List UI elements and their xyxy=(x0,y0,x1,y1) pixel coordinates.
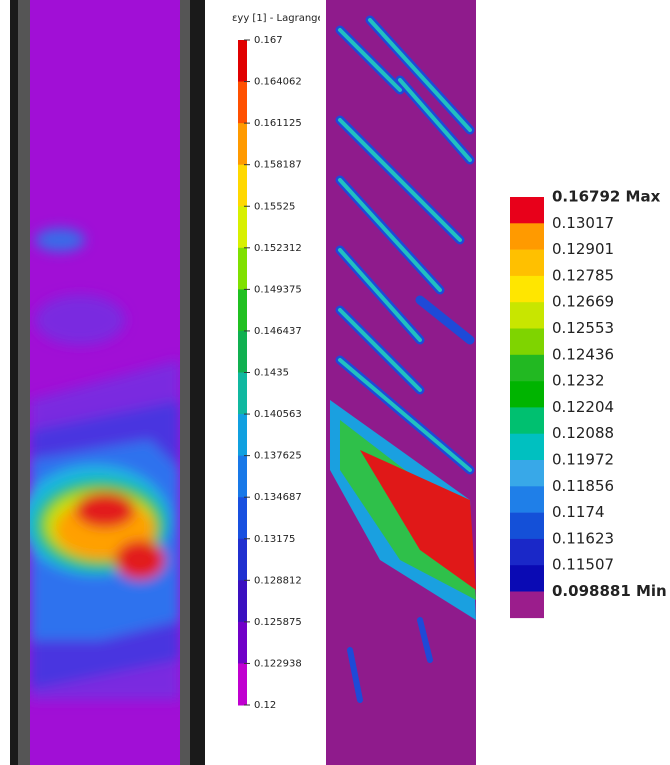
colorbar-segment xyxy=(238,622,247,664)
colorbar-segment xyxy=(238,456,247,498)
legend-label: 0.16792 Max xyxy=(552,188,661,206)
legend-label: 0.12901 xyxy=(552,240,614,258)
colorbar-title: εyy [1] - Lagrange xyxy=(232,13,324,24)
legend-label: 0.11507 xyxy=(552,556,614,574)
colorbar-segment xyxy=(238,165,247,207)
legend-swatch xyxy=(510,329,544,356)
colorbar-segment xyxy=(238,289,247,331)
legend-label: 0.13017 xyxy=(552,214,614,232)
colorbar-segment xyxy=(238,123,247,165)
legend-swatch xyxy=(510,565,544,592)
legend-swatch xyxy=(510,407,544,434)
colorbar-label: 0.167 xyxy=(254,35,283,46)
legend-label: 0.12553 xyxy=(552,319,614,337)
colorbar-label: 0.149375 xyxy=(254,284,302,295)
legend-label: 0.12669 xyxy=(552,293,614,311)
legend-swatch xyxy=(510,381,544,408)
legend-swatch xyxy=(510,355,544,382)
colorbar-segment xyxy=(238,373,247,415)
colorbar-segment xyxy=(238,663,247,705)
left-colorbar: 0.167 0.164062 0.161125 0.158187 0.15525 0.15… xyxy=(238,35,302,711)
colorbar-label: 0.128812 xyxy=(254,575,302,586)
colorbar-segment xyxy=(238,82,247,124)
colorbar-label: 0.161125 xyxy=(254,118,302,129)
left-contour-image xyxy=(10,0,205,765)
legend-swatch xyxy=(510,434,544,461)
colorbar-label: 0.1435 xyxy=(254,368,289,379)
colorbar-label: 0.146437 xyxy=(254,326,302,337)
legend-label: 0.11856 xyxy=(552,477,614,495)
colorbar-segment xyxy=(238,331,247,373)
colorbar-segment xyxy=(238,414,247,456)
legend-swatch xyxy=(510,250,544,277)
colorbar-label: 0.125875 xyxy=(254,617,302,628)
legend-label: 0.12436 xyxy=(552,345,614,363)
colorbar-label: 0.137625 xyxy=(254,451,302,462)
colorbar-label: 0.158187 xyxy=(254,160,302,171)
colorbar-segment xyxy=(238,40,247,82)
legend-swatch xyxy=(510,223,544,250)
legend-swatch xyxy=(510,302,544,329)
colorbar-segment xyxy=(238,580,247,622)
colorbar-segment xyxy=(238,539,247,581)
legend-label: 0.12088 xyxy=(552,424,614,442)
legend-label: 0.11972 xyxy=(552,451,614,469)
colorbar-segment xyxy=(238,206,247,248)
colorbar-label: 0.134687 xyxy=(254,492,302,503)
legend-swatch xyxy=(510,539,544,566)
legend-swatch xyxy=(510,460,544,487)
legend-label: 0.1232 xyxy=(552,372,605,390)
legend-label: 0.12204 xyxy=(552,398,614,416)
figure: 0.167 0.164062 0.161125 0.158187 0.15525 0.15… xyxy=(0,0,670,765)
colorbar-label: 0.13175 xyxy=(254,534,295,545)
legend-swatch xyxy=(510,513,544,540)
colorbar-label: 0.152312 xyxy=(254,243,302,254)
legend-label: 0.12785 xyxy=(552,266,614,284)
colorbar-label: 0.15525 xyxy=(254,201,295,212)
colorbar-label: 0.140563 xyxy=(254,409,302,420)
colorbar-label: 0.164062 xyxy=(254,77,302,88)
legend-swatch xyxy=(510,486,544,513)
colorbar-segment xyxy=(238,248,247,290)
right-contour-image xyxy=(326,0,476,765)
colorbar-label: 0.12 xyxy=(254,700,276,711)
legend-swatch xyxy=(510,276,544,303)
colorbar-segment xyxy=(238,497,247,539)
legend-label: 0.1174 xyxy=(552,503,605,521)
legend-swatch xyxy=(510,197,544,224)
legend-label: 0.098881 Min xyxy=(552,582,667,600)
legend-label: 0.11623 xyxy=(552,529,614,547)
colorbar-label: 0.122938 xyxy=(254,658,302,669)
right-legend: 0.16792 Max 0.13017 0.12901 0.12785 0.12669 0… xyxy=(510,188,667,619)
legend-swatch xyxy=(510,592,544,619)
